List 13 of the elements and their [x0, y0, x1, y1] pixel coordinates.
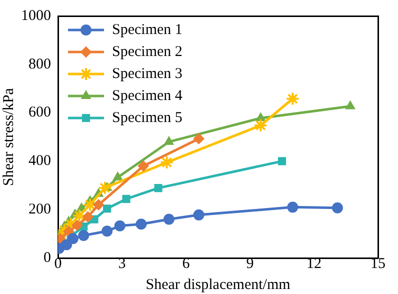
- y-tick-label: 400: [28, 153, 51, 170]
- y-tick-label: 1000: [21, 8, 51, 24]
- x-tick-label: 15: [370, 256, 386, 272]
- x-axis-title: Shear displacement/mm: [146, 276, 291, 293]
- legend-label: Specimen 2: [112, 44, 182, 60]
- y-axis-title: Shear stress/kPa: [0, 88, 17, 186]
- y-tick-label: 800: [28, 56, 51, 72]
- legend-label: Specimen 5: [112, 110, 182, 126]
- y-tick-label: 200: [28, 202, 51, 218]
- legend-label: Specimen 3: [112, 66, 182, 82]
- y-tick-label: 600: [28, 104, 51, 121]
- legend-label: Specimen 4: [112, 88, 183, 104]
- legend-label: Specimen 1: [112, 22, 182, 38]
